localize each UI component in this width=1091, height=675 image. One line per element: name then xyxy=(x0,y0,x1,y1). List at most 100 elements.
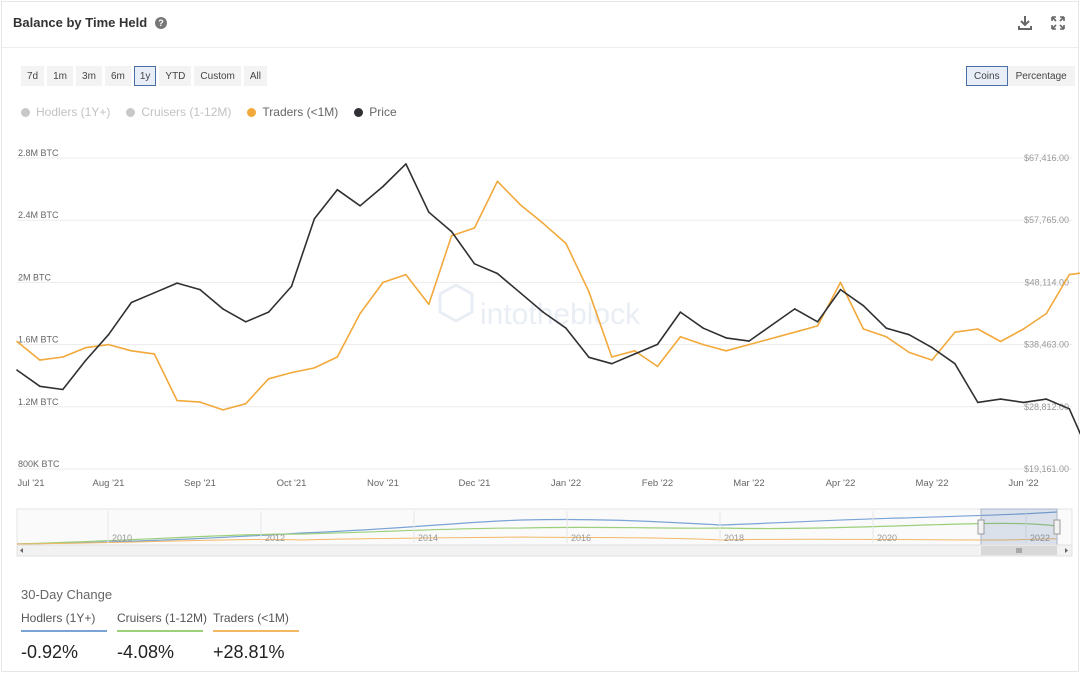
navigator-right-handle[interactable] xyxy=(1053,519,1061,535)
scroll-right-icon[interactable] xyxy=(1065,548,1068,553)
legend-dot-icon xyxy=(126,107,136,117)
change-item-cruisers-1-12m: Cruisers (1-12M) -4.08% xyxy=(117,611,208,663)
change-underline xyxy=(213,630,299,632)
data-point-traders-1m xyxy=(473,227,476,229)
watermark-text: intotheblock xyxy=(480,298,641,331)
data-point-traders-1m xyxy=(1022,328,1025,330)
data-point-traders-1m xyxy=(656,365,659,368)
navigator-year-label: 2010 xyxy=(112,533,132,543)
legend-label: Traders (<1M) xyxy=(262,105,339,119)
y-left-tick-label: 1.2M BTC xyxy=(18,397,59,407)
range-button-custom[interactable]: Custom xyxy=(194,66,241,86)
data-point-price xyxy=(542,311,544,313)
chart-navigator[interactable]: 2010 2012 2014 2016 2018 2020 2022 xyxy=(16,508,1073,557)
data-point-price xyxy=(62,388,64,391)
data-point-traders-1m xyxy=(565,242,567,245)
data-point-price xyxy=(656,343,659,346)
navigator-year-label: 2020 xyxy=(877,533,897,543)
data-point-price xyxy=(153,292,156,294)
data-point-traders-1m xyxy=(702,343,705,346)
data-point-traders-1m xyxy=(84,346,87,349)
navigator-hodlers-line xyxy=(16,511,1058,545)
navigator-left-handle[interactable] xyxy=(977,519,985,535)
series-line-traders-1m[interactable] xyxy=(16,180,1080,411)
legend-item-cruisers-1-12m[interactable]: Cruisers (1-12M) xyxy=(126,105,231,119)
chart-legend: Hodlers (1Y+) Cruisers (1-12M) Traders (<1… xyxy=(21,105,397,119)
data-point-traders-1m xyxy=(771,337,773,340)
legend-item-traders-1m[interactable]: Traders (<1M) xyxy=(247,105,338,119)
data-point-price xyxy=(1022,401,1025,404)
range-button-6m[interactable]: 6m xyxy=(104,66,131,86)
data-point-price xyxy=(496,272,499,275)
data-point-price xyxy=(588,356,590,359)
navigator-scrollbar[interactable] xyxy=(16,544,1073,557)
data-point-traders-1m xyxy=(336,356,339,358)
change-value: -4.08% xyxy=(117,642,175,662)
data-point-traders-1m xyxy=(496,180,499,183)
unit-button-coins[interactable]: Coins xyxy=(966,66,1008,86)
data-point-price xyxy=(107,333,110,336)
range-button-3m[interactable]: 3m xyxy=(76,66,102,86)
data-point-traders-1m xyxy=(794,331,796,334)
legend-dot-icon xyxy=(354,107,364,117)
navigator-year-label: 2022 xyxy=(1030,533,1050,543)
card-header: Balance by Time Held ? xyxy=(2,2,1078,48)
chart-title: Balance by Time Held xyxy=(13,15,148,30)
data-point-traders-1m xyxy=(290,371,293,374)
data-point-price xyxy=(908,333,910,336)
data-point-price xyxy=(519,292,522,294)
x-tick-label: Jun '22 xyxy=(1008,478,1038,489)
data-point-price xyxy=(748,340,750,342)
data-point-traders-1m xyxy=(313,367,316,369)
y-right-tick-label: $67,416.00 xyxy=(1024,153,1069,163)
data-point-price xyxy=(473,263,476,265)
x-tick-label: May '22 xyxy=(916,478,949,489)
legend-item-price[interactable]: Price xyxy=(354,105,397,119)
data-point-traders-1m xyxy=(611,356,613,358)
data-point-traders-1m xyxy=(839,281,842,284)
data-point-traders-1m xyxy=(1068,273,1071,276)
change-item-traders-1m: Traders (<1M) +28.81% xyxy=(213,611,299,663)
legend-item-hodlers-1y[interactable]: Hodlers (1Y+) xyxy=(21,105,110,119)
data-point-price xyxy=(267,311,270,313)
range-button-7d[interactable]: 7d xyxy=(21,66,45,86)
unit-button-percentage[interactable]: Percentage xyxy=(1007,66,1075,86)
range-button-all[interactable]: All xyxy=(243,66,267,86)
data-point-price xyxy=(1045,398,1048,400)
navigator-selection-window[interactable] xyxy=(980,508,1058,546)
data-point-price xyxy=(1068,408,1071,410)
y-left-tick-label: 800K BTC xyxy=(18,459,60,469)
y-right-tick-label: $19,161.00 xyxy=(1024,464,1069,474)
data-point-price xyxy=(816,321,819,323)
data-point-traders-1m xyxy=(908,351,910,354)
data-point-price xyxy=(245,321,247,323)
y-left-tick-label: 2.4M BTC xyxy=(18,210,59,220)
legend-dot-icon xyxy=(247,107,257,117)
data-point-traders-1m xyxy=(153,353,156,355)
change-label: Cruisers (1-12M) xyxy=(117,611,208,625)
x-tick-label: Mar '22 xyxy=(733,478,764,489)
y-left-tick-label: 2.8M BTC xyxy=(18,148,59,158)
watermark: intotheblock xyxy=(438,283,641,331)
fullscreen-icon[interactable] xyxy=(1049,14,1067,32)
navigator-year-label: 2016 xyxy=(571,533,591,543)
x-tick-label: Nov '21 xyxy=(367,478,399,489)
range-button-1y[interactable]: 1y xyxy=(133,66,157,86)
y-left-tick-label: 2M BTC xyxy=(18,272,52,282)
navigator-cruisers-line xyxy=(16,522,1058,545)
scroll-left-icon[interactable] xyxy=(20,548,23,553)
range-button-ytd[interactable]: YTD xyxy=(159,66,192,86)
watermark-logo-icon xyxy=(438,283,474,323)
x-tick-label: Dec '21 xyxy=(459,478,491,489)
data-point-traders-1m xyxy=(862,328,865,330)
data-point-traders-1m xyxy=(382,281,384,284)
data-point-traders-1m xyxy=(222,409,224,411)
range-button-1m[interactable]: 1m xyxy=(47,66,74,86)
download-icon[interactable] xyxy=(1016,14,1034,32)
help-icon[interactable]: ? xyxy=(155,17,167,29)
data-point-price xyxy=(176,282,178,284)
data-point-price xyxy=(954,362,956,365)
data-point-price xyxy=(839,288,842,291)
data-point-price xyxy=(611,362,613,365)
data-point-traders-1m xyxy=(107,343,110,346)
